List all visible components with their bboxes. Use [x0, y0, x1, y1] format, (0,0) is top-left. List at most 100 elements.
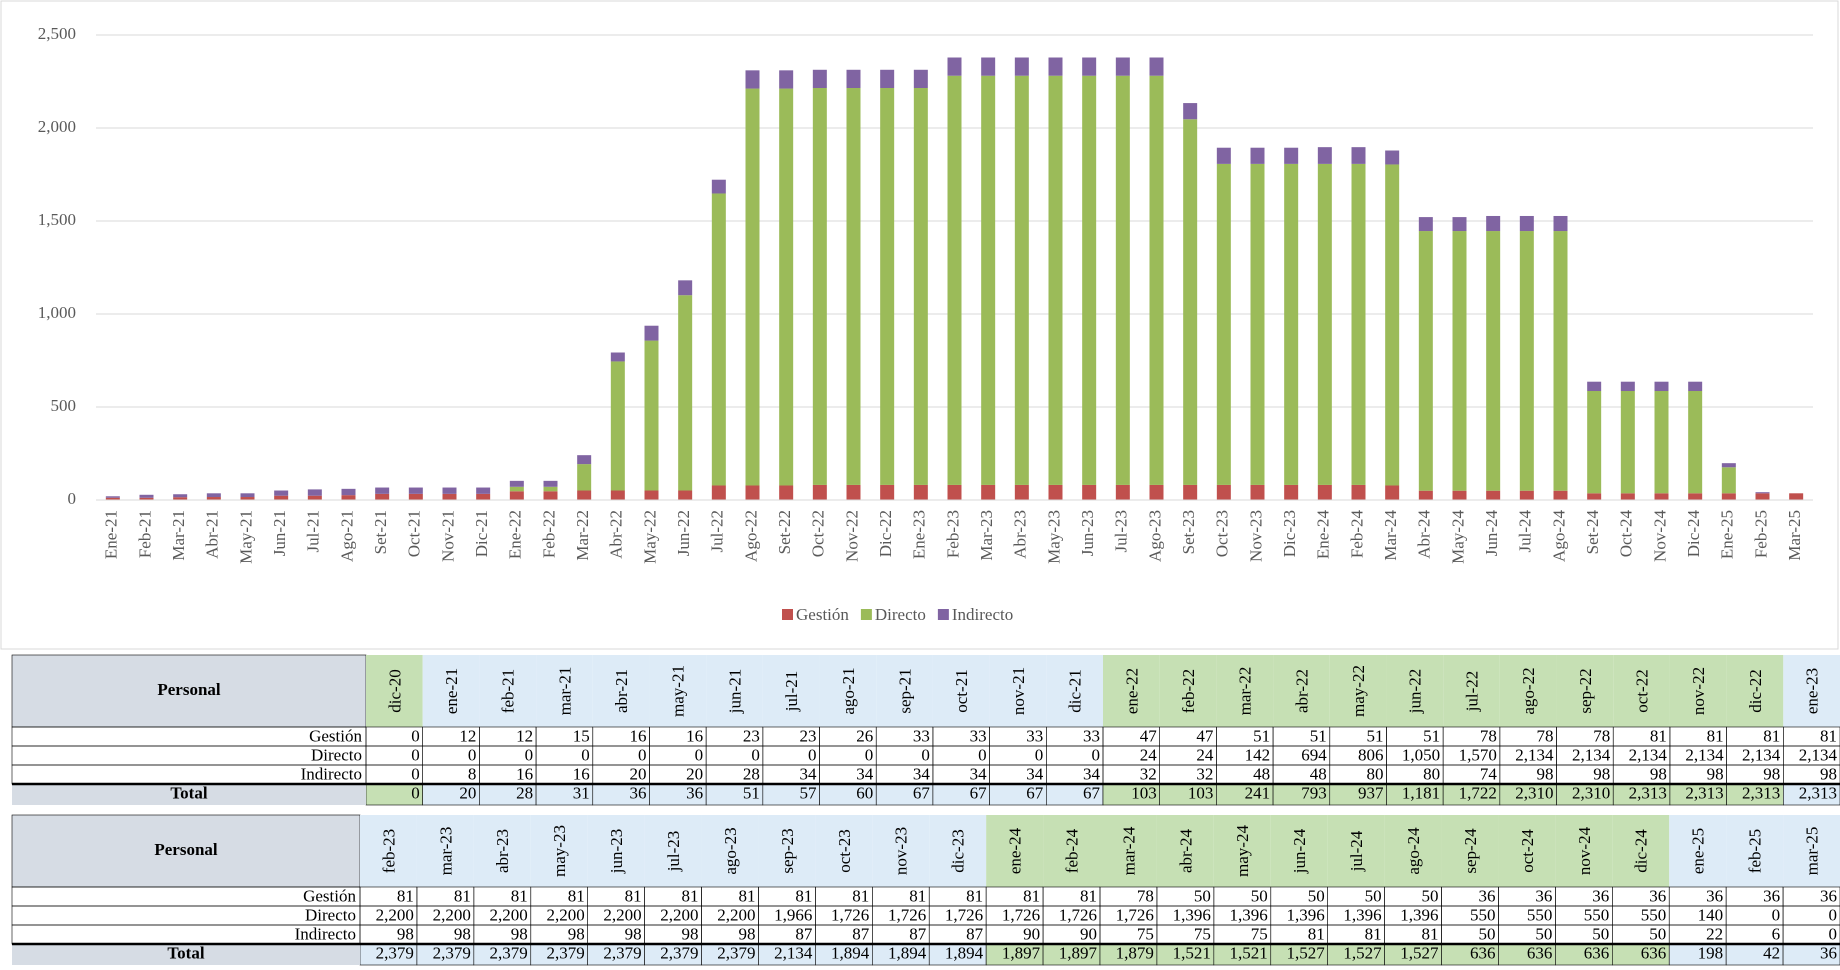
total-cell: [473, 944, 531, 965]
bar-segment: [846, 484, 861, 500]
cell-value: 36: [1592, 886, 1609, 905]
row-label: Directo: [305, 905, 356, 924]
cell-value: 51: [1253, 726, 1270, 745]
total-cell: [1327, 944, 1385, 965]
total-cell: [1384, 944, 1442, 965]
bar-segment: [1721, 493, 1736, 500]
cell-value: 2,379: [490, 943, 528, 962]
bar-segment: [1587, 381, 1602, 392]
cell-value: 198: [1698, 943, 1724, 962]
bar-segment: [1553, 215, 1568, 232]
cell-value: 1,894: [831, 943, 870, 962]
bar-segment: [1587, 493, 1602, 500]
cell-value: 2,313: [1742, 783, 1780, 802]
bar-segment: [206, 497, 221, 500]
bar-segment: [1452, 490, 1467, 500]
total-cell: [1159, 784, 1217, 805]
bar-segment: [1418, 231, 1433, 491]
cell-value: 2,200: [376, 905, 414, 924]
total-cell: [1555, 944, 1613, 965]
column-header-cell: [1669, 655, 1727, 727]
column-header-cell: [1159, 655, 1217, 727]
cell-value: 36: [1535, 886, 1552, 905]
column-header: dic-20: [385, 669, 404, 712]
cell-value: 1,050: [1402, 745, 1440, 764]
cell-value: 1,726: [1116, 905, 1154, 924]
cell-value: 78: [1593, 726, 1610, 745]
bar-segment: [1688, 381, 1703, 392]
total-cell: [706, 784, 763, 805]
cell-value: 1,726: [1059, 905, 1097, 924]
bar-segment: [779, 88, 794, 486]
column-header: ene-21: [442, 668, 461, 714]
cell-value: 2,313: [1685, 783, 1723, 802]
column-header: ene-24: [1006, 827, 1025, 874]
cell-value: 2,200: [603, 905, 641, 924]
row-label: Directo: [311, 745, 362, 764]
total-cell: [1556, 784, 1614, 805]
bar-segment: [846, 88, 861, 485]
cell-value: 1,894: [945, 943, 984, 962]
bar-segment: [577, 490, 592, 500]
bar-segment: [509, 491, 524, 500]
column-header: sep-24: [1461, 828, 1480, 874]
column-header: mar-25: [1802, 827, 1821, 876]
total-cell: [1156, 944, 1214, 965]
cell-value: 81: [909, 886, 926, 905]
bar-segment: [1385, 485, 1400, 500]
cell-value: 1,527: [1400, 943, 1439, 962]
column-header-cell: [932, 655, 990, 727]
bar-segment: [1486, 215, 1501, 232]
column-header-cell: [360, 815, 417, 887]
column-header: feb-23: [379, 829, 398, 873]
y-tick-label: 2,000: [38, 117, 76, 136]
cell-value: 0: [1772, 905, 1781, 924]
cell-value: 636: [1641, 943, 1667, 962]
cell-value: 75: [1137, 924, 1154, 943]
column-header-cell: [1669, 815, 1727, 887]
column-header-cell: [644, 815, 702, 887]
cell-value: 2,313: [1629, 783, 1667, 802]
cell-value: 36: [1478, 886, 1495, 905]
cell-value: 0: [638, 745, 647, 764]
bar-segment: [1553, 490, 1568, 500]
bar-segment: [812, 88, 827, 485]
bar-segment: [1014, 484, 1029, 500]
table-header: Personal: [157, 680, 221, 699]
cell-value: 51: [743, 783, 760, 802]
cell-value: 34: [913, 764, 931, 783]
bar-segment: [442, 487, 457, 494]
cell-value: 50: [1649, 924, 1666, 943]
x-tick-label: Feb-23: [943, 510, 962, 558]
cell-value: 2,134: [1572, 745, 1611, 764]
bar-segment: [779, 70, 794, 89]
bar-segment: [981, 75, 996, 485]
column-header: jul-21: [782, 671, 801, 713]
bar-segment: [1284, 147, 1299, 164]
bar-segment: [913, 69, 928, 89]
column-header: ene-23: [1803, 668, 1822, 714]
column-header-cell: [587, 815, 645, 887]
total-cell: [1386, 784, 1444, 805]
cell-value: 550: [1470, 905, 1496, 924]
total-cell: [815, 944, 873, 965]
cell-value: 1,396: [1286, 905, 1324, 924]
cell-value: 81: [1422, 924, 1439, 943]
bar-segment: [442, 493, 457, 500]
cell-value: 2,379: [376, 943, 414, 962]
legend-label: Indirecto: [952, 605, 1013, 624]
cell-value: 1,897: [1002, 943, 1041, 962]
cell-value: 81: [397, 886, 414, 905]
x-tick-label: Jun-23: [1078, 510, 1097, 556]
bar-segment: [1149, 57, 1164, 76]
column-header-cell: [536, 655, 593, 727]
cell-value: 142: [1245, 745, 1271, 764]
cell-value: 550: [1641, 905, 1667, 924]
cell-value: 34: [970, 764, 988, 783]
column-header: dic-21: [1066, 669, 1085, 712]
cell-value: 67: [970, 783, 988, 802]
column-header-cell: [1386, 655, 1444, 727]
bar-segment: [1620, 381, 1635, 392]
y-tick-label: 1,500: [38, 210, 76, 229]
cell-value: 67: [1026, 783, 1044, 802]
